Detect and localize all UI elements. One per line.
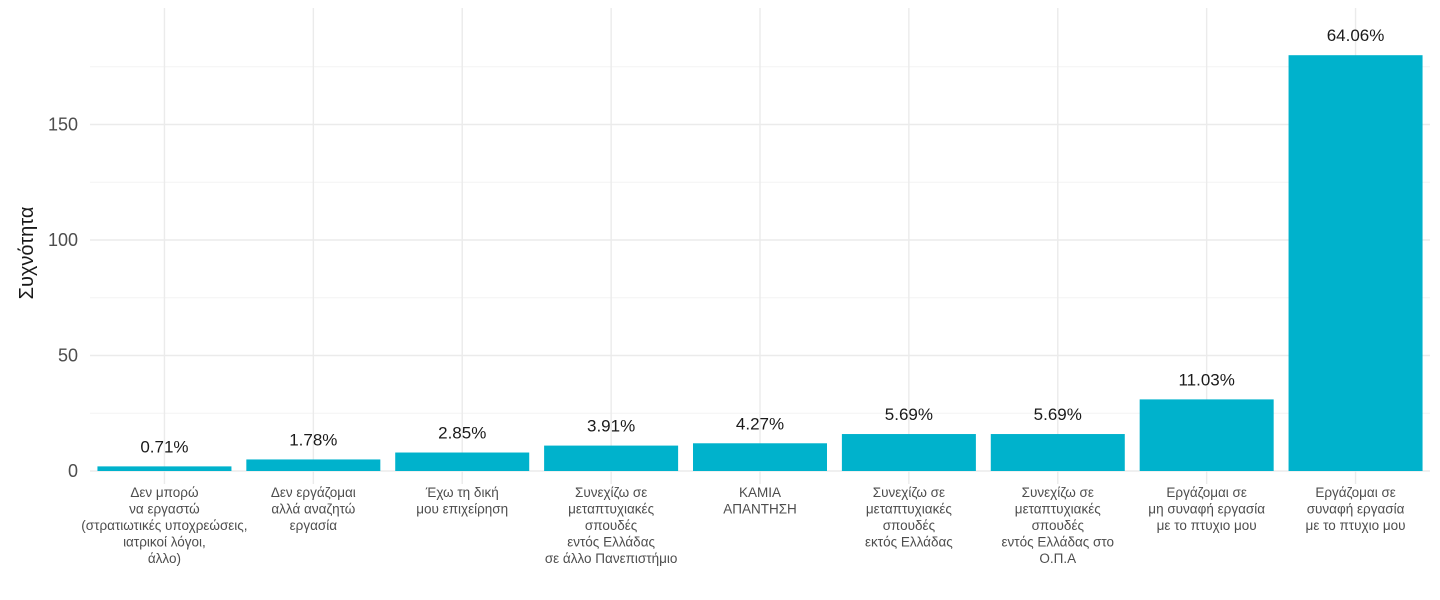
data-label: 5.69% — [1034, 405, 1082, 424]
x-tick-label: Εργάζομαι σε συναφή εργασία με το πτυχιο μ… — [1306, 485, 1406, 533]
x-tick-label: Συνεχίζω σε μεταπτυχιακές σπουδές εκτός Ελλ… — [865, 485, 953, 550]
y-tick-labels: 0 50 100 150 — [48, 115, 78, 482]
bar — [1139, 399, 1274, 471]
data-label: 0.71% — [140, 437, 188, 456]
bar — [1288, 55, 1423, 471]
x-tick-label: ΚΑΜΙΑ ΑΠΑΝΤΗΣΗ — [723, 485, 797, 517]
y-tick-label: 100 — [48, 230, 78, 250]
bar — [246, 459, 381, 471]
data-label: 11.03% — [1178, 370, 1234, 389]
x-tick-label: Συνεχίζω σε μεταπτυχιακές σπουδές εντός Ελλ… — [1002, 485, 1115, 566]
y-axis-label: Συχνότητα — [16, 207, 38, 300]
x-tick-label: Δεν εργάζομαι αλλά αναζητώ εργασία — [271, 485, 356, 533]
y-tick-label: 50 — [58, 346, 78, 366]
bar — [990, 434, 1125, 471]
x-tick-label: Δεν μπορώ να εργαστώ (στρατιωτικές υποχρεώ… — [81, 485, 247, 566]
bars — [97, 55, 1423, 471]
x-tick-label: Έχω τη δική μου επιχείρηση — [416, 485, 508, 517]
data-labels: 0.71% 1.78% 2.85% 3.91% 4.27% 5.69% 5.69% 11.03… — [140, 26, 1384, 456]
x-tick-label: Εργάζομαι σε μη συναφή εργασία με το πτυχι… — [1148, 485, 1265, 533]
x-tick-labels: Δεν μπορώ να εργαστώ (στρατιωτικές υποχρεώ… — [81, 485, 1405, 566]
data-label: 3.91% — [587, 417, 635, 436]
data-label: 2.85% — [438, 424, 486, 443]
bar — [841, 434, 976, 471]
data-label: 1.78% — [289, 430, 337, 449]
data-label: 4.27% — [736, 414, 784, 433]
bar — [693, 443, 827, 471]
data-label: 5.69% — [885, 405, 933, 424]
data-label: 64.06% — [1327, 26, 1385, 45]
y-tick-label: 0 — [68, 461, 78, 481]
bar — [544, 445, 679, 471]
bar — [97, 466, 232, 471]
y-tick-label: 150 — [48, 115, 78, 135]
bar — [395, 452, 530, 471]
x-tick-label: Συνεχίζω σε μεταπτυχιακές σπουδές εντός Ελλ… — [545, 485, 678, 566]
